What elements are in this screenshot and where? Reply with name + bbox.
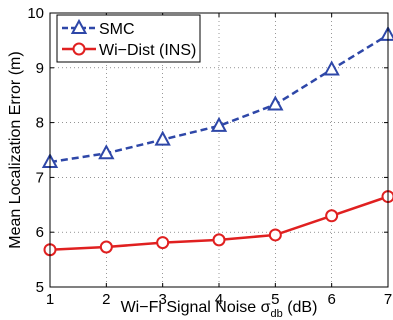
y-axis-label: Mean Localization Error (m) (7, 51, 24, 248)
y-tick-label: 6 (36, 224, 44, 241)
x-tick-label: 6 (327, 291, 335, 308)
legend-label: Wi−Dist (INS) (99, 42, 196, 59)
x-tick-label: 4 (215, 291, 223, 308)
data-point (154, 130, 171, 146)
data-point (156, 236, 170, 250)
data-point (98, 144, 115, 160)
x-tick-label: 3 (158, 291, 166, 308)
data-point (323, 60, 340, 76)
series-layer (41, 25, 393, 257)
y-tick-label: 5 (36, 279, 44, 296)
x-tick-label: 7 (384, 291, 392, 308)
data-point (212, 233, 226, 247)
y-tick-label: 9 (36, 60, 44, 77)
data-point (267, 95, 284, 111)
y-tick-label: 7 (36, 169, 44, 186)
data-point (210, 116, 228, 132)
legend-label: SMC (99, 21, 135, 38)
series-1 (41, 25, 393, 169)
x-axis-label: Wi−Fi Signal Noise σdb (dB) (121, 299, 318, 320)
legend-marker (70, 18, 88, 34)
series-2 (43, 190, 393, 257)
data-point (325, 209, 339, 223)
x-tick-label: 1 (46, 291, 54, 308)
tick-labels: 1 2 3 4 5 6 7 5 6 7 8 9 10 (27, 5, 392, 308)
x-tick-label: 2 (102, 291, 110, 308)
data-point (99, 240, 113, 254)
legend-marker (72, 42, 86, 56)
legend: SMC Wi−Dist (INS) (56, 14, 201, 63)
x-axis-label-suffix: (dB) (283, 299, 318, 316)
x-axis-label-subscript: db (271, 308, 283, 320)
y-tick-label: 8 (36, 115, 44, 132)
data-point (268, 228, 282, 242)
plot-frame (49, 12, 389, 288)
y-tick-label: 10 (27, 5, 44, 22)
x-axis-label-main: Wi−Fi Signal Noise σ (121, 299, 271, 316)
x-tick-label: 5 (271, 291, 279, 308)
